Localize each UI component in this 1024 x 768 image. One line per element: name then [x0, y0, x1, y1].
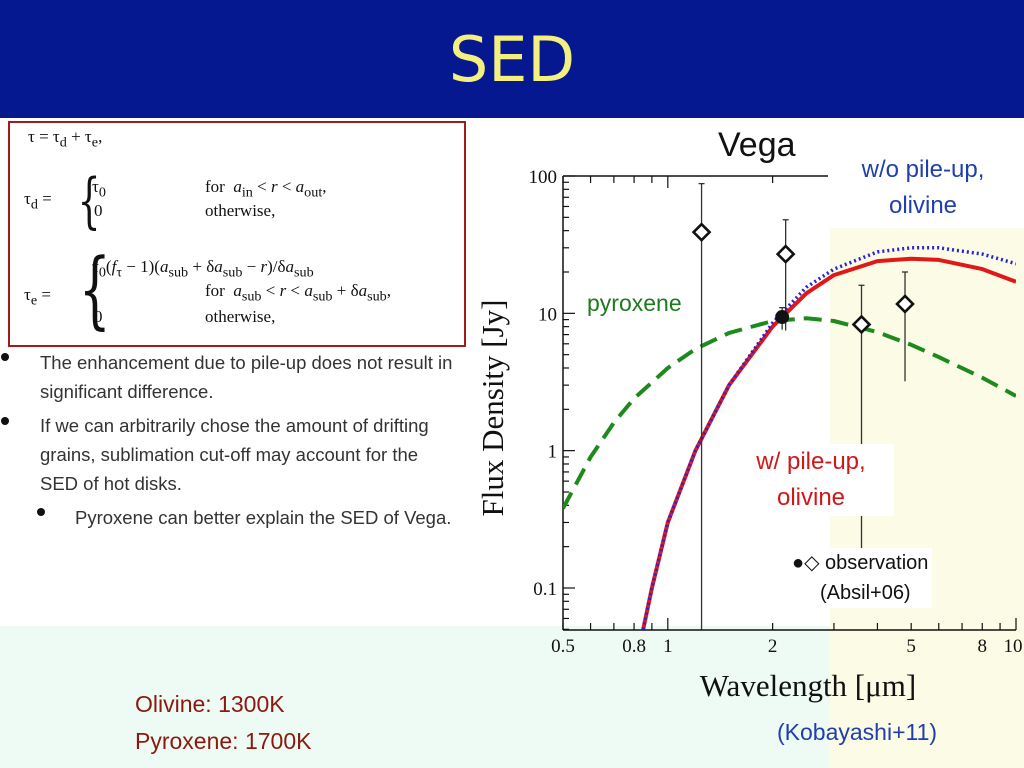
series-dotted-line [641, 246, 1016, 630]
observation-symbols: ●◇ [792, 552, 820, 574]
sub-bullet-item: Pyroxene can better explain the SED of V… [75, 507, 452, 528]
x-tick-label: 0.5 [551, 636, 575, 657]
eq-tau-d-cond2: otherwise, [205, 201, 276, 220]
bullet-dot [1, 417, 9, 425]
slide-title: SED [448, 23, 576, 96]
x-tick-label: 1 [663, 636, 673, 657]
y-tick-label: 10 [538, 304, 557, 325]
x-tick-label: 2 [768, 636, 778, 657]
olivine-temperature: Olivine: 1300K [135, 691, 285, 717]
wo-pileup-line2: olivine [888, 192, 958, 219]
eq-tau-e-case1: τ0(fτ − 1)(asub + δasub − r)/δasub [92, 257, 314, 281]
slide-header: SED [0, 0, 1024, 118]
series-solid-line [641, 256, 1016, 630]
observation-legend-line1: ●◇ observation [792, 548, 928, 578]
x-tick-label: 8 [978, 636, 988, 657]
series-dashed-line [563, 316, 1016, 510]
bullet-item: If we can arbitrarily chose the amount o… [40, 415, 429, 494]
w-pileup-label: w/ pile-up, olivine [728, 444, 894, 516]
x-tick-label: 5 [906, 636, 916, 657]
brace-tau-d: { [77, 166, 101, 236]
pyroxene-temperature: Pyroxene: 1700K [135, 728, 312, 754]
eq-tau: τ = τd + τe, [28, 127, 103, 151]
x-tick-label: 0.8 [622, 636, 646, 657]
eq-tau-d-case2: 0 [94, 201, 103, 220]
eq-tau-d-cond1: for ain < r < aout, [205, 177, 327, 201]
y-axis-label: Flux Density [Jy] [475, 300, 510, 517]
brace-tau-e: { [78, 240, 111, 338]
observation-ref: (Absil+06) [820, 582, 911, 604]
eq-tau-e-lhs: τe = [24, 285, 51, 309]
observation-point-diamond [775, 244, 796, 264]
x-tick-label: 10 [1004, 636, 1023, 657]
wo-pileup-label: w/o pile-up, olivine [832, 152, 1014, 224]
citation: (Kobayashi+11) [777, 719, 938, 745]
eq-tau-e-cond1: for asub < r < asub + δasub, [205, 281, 392, 305]
sub-bullet-dot [37, 508, 45, 516]
eq-tau-e-cond2: otherwise, [205, 307, 276, 326]
observation-point-diamond [851, 314, 872, 335]
vega-label: Vega [718, 126, 796, 164]
bullet-dot [1, 353, 9, 361]
temperature-list: Olivine: 1300K Pyroxene: 1700K [135, 686, 311, 760]
w-pileup-line2: olivine [776, 484, 846, 511]
eq-tau-e-case2: 0 [94, 307, 103, 326]
y-tick-label: 1 [548, 442, 558, 463]
observation-legend: ●◇ observation (Absil+06) [788, 548, 933, 608]
observation-point-filled [775, 310, 790, 325]
equation-box: τ = τd + τe, τd = { τ0 for ain < r < aou… [8, 121, 466, 347]
eq-tau-d-case1: τ0 [92, 177, 106, 201]
y-tick-label: 0.1 [533, 579, 557, 600]
bullet-item: The enhancement due to pile-up does not … [40, 352, 453, 402]
pyroxene-label: pyroxene [583, 288, 686, 319]
x-axis-label: Wavelength [μm] [700, 668, 916, 703]
w-pileup-line1: w/ pile-up, [756, 448, 866, 475]
observation-text: observation [825, 552, 929, 574]
eq-tau-d-lhs: τd = [24, 189, 52, 213]
observation-point-diamond [691, 222, 712, 242]
observation-point-diamond [895, 294, 915, 314]
y-tick-label: 100 [529, 167, 558, 188]
wo-pileup-line1: w/o pile-up, [861, 156, 985, 183]
